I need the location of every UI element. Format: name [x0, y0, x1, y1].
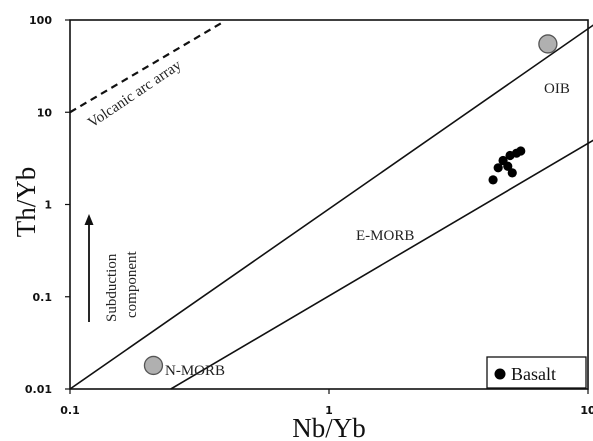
reference-lines	[69, 21, 593, 390]
x-tick-label: 10	[580, 404, 593, 417]
reference-points	[143, 34, 558, 376]
legend-marker-basalt	[494, 368, 506, 380]
basalt-data-point	[493, 163, 503, 173]
x-axis-title: Nb/Yb	[292, 413, 366, 441]
reference-point-n-morb	[143, 355, 164, 376]
y-tick-label: 1	[44, 199, 52, 212]
subduction-arrow-head	[84, 214, 94, 225]
y-tick-label: 100	[29, 14, 52, 27]
x-tick-label: 10	[580, 404, 593, 417]
reference-line-1	[170, 139, 593, 390]
reference-point-oib	[538, 34, 558, 54]
basalt-data-point	[516, 146, 526, 156]
y-tick-label: 10	[37, 106, 53, 119]
x-tick-label: 1	[325, 404, 333, 417]
y-tick-label: 0.01	[25, 383, 52, 396]
legend: Basalt	[486, 356, 587, 389]
basalt-data-point	[503, 161, 513, 171]
volcanic-arc-label: Volcanic arc array	[85, 57, 185, 131]
oib-label: OIB	[544, 81, 570, 97]
basalt-series	[488, 146, 526, 185]
nmorb-label: N-MORB	[165, 363, 225, 379]
basalt-data-point	[488, 175, 498, 185]
subduction-label: Subduction	[104, 253, 120, 322]
y-axis-title: Th/Yb	[11, 167, 41, 238]
legend-label-basalt: Basalt	[511, 364, 556, 384]
y-axis-ticks: 0.01 0.1 1 10 100	[25, 14, 70, 396]
reference-line-2	[69, 21, 224, 114]
emorb-label: E-MORB	[356, 228, 414, 244]
x-tick-label: 0.1	[60, 404, 80, 417]
basalt-data-point	[507, 168, 517, 178]
reference-line-0	[69, 24, 593, 390]
component-label: component	[124, 251, 140, 318]
subduction-arrow	[84, 214, 94, 322]
y-tick-label: 0.1	[33, 291, 53, 304]
